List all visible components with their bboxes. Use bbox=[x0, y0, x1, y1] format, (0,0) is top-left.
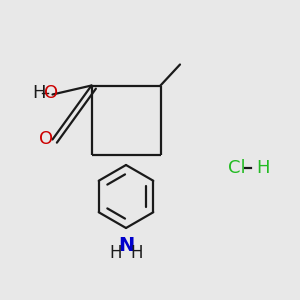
Text: Cl: Cl bbox=[228, 159, 246, 177]
Text: O: O bbox=[44, 84, 58, 102]
Text: H: H bbox=[32, 84, 46, 102]
Text: H: H bbox=[130, 244, 143, 262]
Text: H: H bbox=[109, 244, 122, 262]
Text: O: O bbox=[39, 130, 53, 148]
Text: N: N bbox=[118, 236, 134, 255]
Text: H: H bbox=[256, 159, 270, 177]
